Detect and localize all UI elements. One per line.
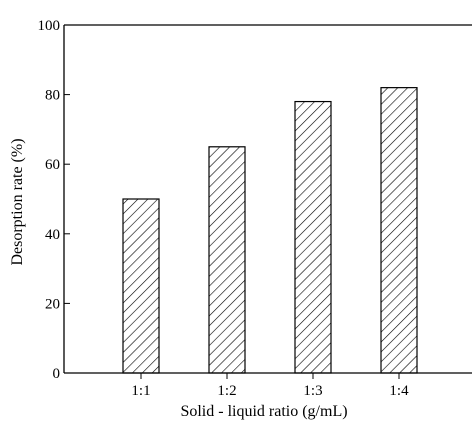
x-tick-label: 1:2 [217, 383, 236, 399]
y-tick-label: 0 [53, 366, 61, 382]
plot-area: 0 20 40 60 80 100 1:1 1:2 1:3 1:4 [38, 18, 472, 399]
y-tick-label: 40 [45, 227, 60, 243]
bar [294, 100, 332, 374]
x-tick-label: 1:4 [389, 383, 409, 399]
bar [208, 146, 246, 374]
x-tick-label: 1:3 [303, 383, 322, 399]
x-tick-label: 1:1 [131, 383, 150, 399]
y-tick-label: 100 [38, 18, 61, 34]
y-tick-label: 60 [45, 157, 60, 173]
y-axis-title: Desorption rate (%) [9, 138, 26, 265]
y-tick-label: 80 [45, 88, 60, 104]
bar [380, 87, 418, 374]
x-axis-title: Solid - liquid ratio (g/mL) [180, 403, 347, 420]
y-tick-label: 20 [45, 296, 60, 312]
bar [122, 198, 160, 374]
